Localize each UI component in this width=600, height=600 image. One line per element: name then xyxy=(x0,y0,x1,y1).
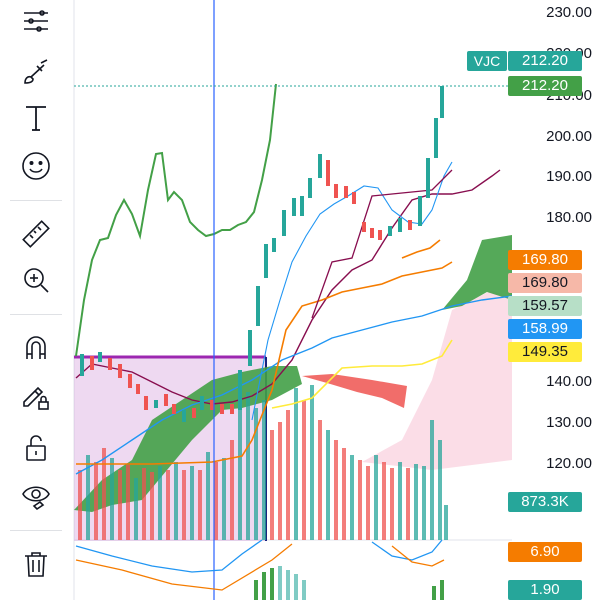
lock-drawing-tool[interactable] xyxy=(0,374,72,418)
magnet-icon xyxy=(21,333,51,363)
ichimoku-cloud-future-bull xyxy=(442,235,512,310)
unlock-tool[interactable] xyxy=(0,426,72,470)
trend-lines-tool[interactable] xyxy=(0,0,72,44)
oscillator-value-badge: 6.90 xyxy=(508,542,582,562)
drawing-toolbar xyxy=(0,0,72,600)
trend-lines-icon xyxy=(21,7,51,37)
text-tool[interactable] xyxy=(0,96,72,140)
emoji-icon xyxy=(20,150,52,182)
last-price-badge: 212.20 xyxy=(508,51,582,71)
brush-tool[interactable] xyxy=(0,50,72,94)
sma-blue-line xyxy=(75,295,513,475)
price-axis-label: 130.00 xyxy=(546,414,592,431)
indicator-value-badge: 159.57 xyxy=(508,296,582,316)
tenkan-line xyxy=(251,161,453,421)
price-chart[interactable]: 230.00 220.00 210.00 200.00 190.00 180.0… xyxy=(72,0,600,600)
zoom-in-tool[interactable] xyxy=(0,258,72,302)
ichimoku-cloud-bull xyxy=(74,366,302,512)
price-axis-label: 120.00 xyxy=(546,455,592,472)
magnet-tool[interactable] xyxy=(0,326,72,370)
toolbar-divider xyxy=(10,530,62,531)
chart-canvas xyxy=(73,0,513,600)
price-axis-label: 140.00 xyxy=(546,373,592,390)
indicator-value-badge: 169.80 xyxy=(508,250,582,270)
volume-bars xyxy=(78,385,448,540)
trash-tool[interactable] xyxy=(0,542,72,586)
toolbar-divider xyxy=(10,314,62,315)
oscillator-value-badge: 1.90 xyxy=(508,580,582,600)
price-line-badge: 212.20 xyxy=(508,76,582,96)
ema-orange-line-2 xyxy=(401,239,441,259)
eye-tool[interactable] xyxy=(0,474,72,518)
text-icon xyxy=(21,103,51,133)
ichimoku-cloud-future xyxy=(362,290,512,470)
indicator-value-badge: 158.99 xyxy=(508,319,582,339)
ema-orange-line xyxy=(76,261,453,465)
candles xyxy=(80,86,444,422)
eye-icon xyxy=(20,480,52,512)
price-axis-label: 180.00 xyxy=(546,209,592,226)
ichimoku-cloud-bear xyxy=(302,374,407,408)
zoom-in-icon xyxy=(21,265,51,295)
kijun-line xyxy=(75,169,501,405)
indicator-value-badge: 169.80 xyxy=(508,273,582,293)
brush-icon xyxy=(21,57,51,87)
yellow-line xyxy=(271,339,453,409)
price-axis-label: 230.00 xyxy=(546,4,592,21)
symbol-badge[interactable]: VJC xyxy=(467,51,507,71)
indicator-value-badge: 149.35 xyxy=(508,342,582,362)
chikou-green-line xyxy=(75,83,277,357)
toolbar-divider xyxy=(10,200,62,201)
oscillator-pane xyxy=(75,539,445,600)
ruler-icon xyxy=(20,218,52,250)
emoji-tool[interactable] xyxy=(0,144,72,188)
lock-drawing-icon xyxy=(20,380,52,412)
kijun-dark-line xyxy=(311,169,453,319)
trash-icon xyxy=(22,549,50,579)
ruler-tool[interactable] xyxy=(0,212,72,256)
unlock-icon xyxy=(21,433,51,463)
price-axis-label: 200.00 xyxy=(546,128,592,145)
volume-badge: 873.3K xyxy=(508,492,582,512)
price-axis-label: 190.00 xyxy=(546,168,592,185)
